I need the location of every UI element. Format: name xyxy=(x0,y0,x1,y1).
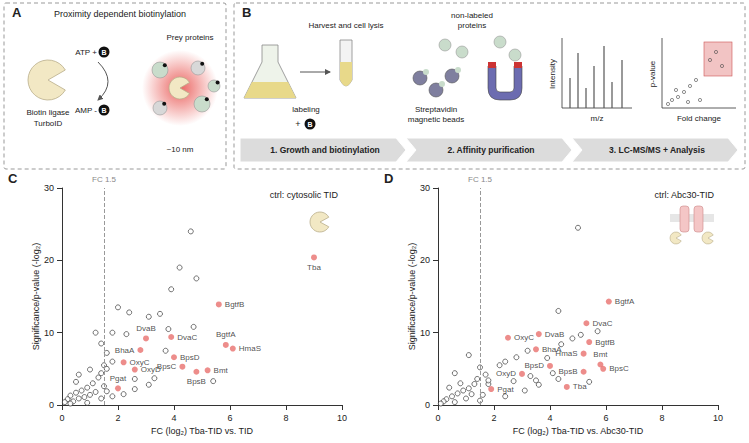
svg-text:+: + xyxy=(295,119,300,129)
svg-text:20: 20 xyxy=(44,255,54,265)
svg-text:BpsB: BpsB xyxy=(187,377,206,386)
svg-text:BpsB: BpsB xyxy=(558,367,577,376)
svg-text:HmaS: HmaS xyxy=(555,349,577,358)
svg-text:OxyD: OxyD xyxy=(141,365,161,374)
svg-text:Significance/p-value (-log₂): Significance/p-value (-log₂) xyxy=(31,243,41,351)
svg-text:30: 30 xyxy=(420,183,430,193)
svg-text:Bmt: Bmt xyxy=(593,350,608,359)
svg-text:Fold change: Fold change xyxy=(677,114,722,123)
svg-text:0: 0 xyxy=(49,400,54,410)
svg-text:FC 1.5: FC 1.5 xyxy=(468,175,493,184)
svg-text:10: 10 xyxy=(713,413,723,423)
svg-text:0: 0 xyxy=(425,400,430,410)
svg-text:TurboID: TurboID xyxy=(34,119,63,128)
svg-text:8: 8 xyxy=(283,413,288,423)
svg-text:2: 2 xyxy=(115,413,120,423)
svg-text:ATP +: ATP + xyxy=(75,48,97,57)
svg-text:FC (log₂) Tba-TID vs. Abc30-TI: FC (log₂) Tba-TID vs. Abc30-TID xyxy=(513,426,644,436)
svg-text:BgtfB: BgtfB xyxy=(225,300,245,309)
svg-text:DvaC: DvaC xyxy=(177,333,197,342)
svg-text:HmaS: HmaS xyxy=(239,344,261,353)
svg-text:BgtfA: BgtfA xyxy=(216,330,236,339)
svg-text:6: 6 xyxy=(603,413,608,423)
svg-text:0: 0 xyxy=(59,413,64,423)
svg-text:Streptavidin: Streptavidin xyxy=(415,105,457,114)
svg-text:BpsC: BpsC xyxy=(156,362,177,372)
svg-text:Significance/p-value (-log₂): Significance/p-value (-log₂) xyxy=(407,243,417,351)
svg-text:BgtfA: BgtfA xyxy=(615,297,635,306)
svg-text:Harvest and cell lysis: Harvest and cell lysis xyxy=(308,21,383,30)
svg-text:6: 6 xyxy=(227,413,232,423)
svg-text:10: 10 xyxy=(420,328,430,338)
svg-text:ctrl: cytosolic TID: ctrl: cytosolic TID xyxy=(270,190,339,200)
svg-text:10: 10 xyxy=(44,328,54,338)
svg-text:~10 nm: ~10 nm xyxy=(167,145,194,154)
svg-text:Proximity dependent biotinylat: Proximity dependent biotinylation xyxy=(54,9,186,19)
svg-text:FC (log₂) Tba-TID vs. TID: FC (log₂) Tba-TID vs. TID xyxy=(151,426,254,436)
svg-text:Pgat: Pgat xyxy=(110,374,127,383)
svg-text:DvaB: DvaB xyxy=(545,330,565,339)
svg-text:C: C xyxy=(8,172,18,186)
svg-text:Biotin ligase: Biotin ligase xyxy=(26,108,70,117)
svg-text:magnetic beads: magnetic beads xyxy=(408,115,464,124)
svg-text:1. Growth and biotinylation: 1. Growth and biotinylation xyxy=(270,145,380,155)
svg-text:3. LC-MS/MS + Analysis: 3. LC-MS/MS + Analysis xyxy=(609,145,705,155)
svg-text:p-value: p-value xyxy=(648,60,657,87)
svg-text:non-labeled: non-labeled xyxy=(451,11,493,20)
svg-text:BpsD: BpsD xyxy=(180,353,200,362)
svg-text:DvaC: DvaC xyxy=(592,319,612,328)
svg-text:OxyC: OxyC xyxy=(514,333,534,342)
svg-text:4: 4 xyxy=(547,413,552,423)
svg-text:4: 4 xyxy=(171,413,176,423)
svg-text:OxyC: OxyC xyxy=(129,357,150,367)
svg-text:Prey proteins: Prey proteins xyxy=(166,33,213,42)
svg-text:10: 10 xyxy=(337,413,347,423)
svg-text:ctrl: Abc30-TID: ctrl: Abc30-TID xyxy=(654,190,714,200)
svg-text:A: A xyxy=(12,5,22,20)
svg-text:Bmt: Bmt xyxy=(214,366,229,375)
svg-text:AMP -: AMP - xyxy=(75,106,97,115)
svg-text:proteins: proteins xyxy=(458,21,486,30)
svg-text:OxyD: OxyD xyxy=(496,369,516,378)
svg-text:BpsD: BpsD xyxy=(524,361,544,370)
svg-text:Tba: Tba xyxy=(573,382,587,391)
svg-text:BpsC: BpsC xyxy=(609,364,629,373)
svg-text:Intensity: Intensity xyxy=(548,59,557,89)
svg-text:20: 20 xyxy=(420,255,430,265)
svg-text:BgtfB: BgtfB xyxy=(595,338,615,347)
svg-text:BhaA: BhaA xyxy=(115,346,135,355)
svg-text:D: D xyxy=(384,172,393,186)
svg-text:FC 1.5: FC 1.5 xyxy=(92,175,117,184)
svg-text:DvaB: DvaB xyxy=(136,324,156,333)
svg-text:B: B xyxy=(242,5,251,20)
svg-text:2. Affinity purification: 2. Affinity purification xyxy=(447,145,534,155)
svg-text:0: 0 xyxy=(435,413,440,423)
svg-text:BhaA: BhaA xyxy=(542,344,562,354)
svg-text:2: 2 xyxy=(491,413,496,423)
svg-text:Pgat: Pgat xyxy=(497,385,514,394)
svg-text:8: 8 xyxy=(659,413,664,423)
svg-text:B: B xyxy=(101,49,106,56)
svg-text:30: 30 xyxy=(44,183,54,193)
svg-text:labeling: labeling xyxy=(292,105,320,114)
svg-text:m/z: m/z xyxy=(591,114,604,123)
svg-text:Tba: Tba xyxy=(307,263,321,272)
svg-text:B: B xyxy=(307,121,312,128)
svg-text:B: B xyxy=(101,107,106,114)
